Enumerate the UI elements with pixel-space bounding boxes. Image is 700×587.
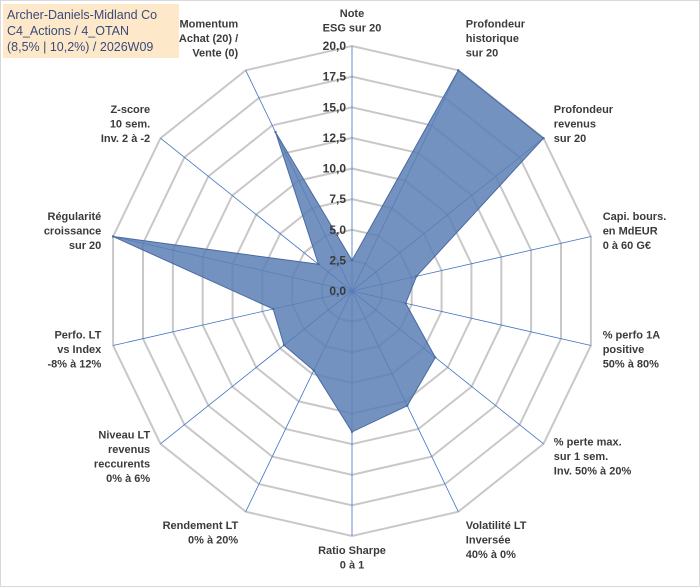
axis-label-line: Vente (0)	[192, 48, 238, 60]
tick-label: 17,5	[323, 70, 347, 84]
axis-label: Régularité croissance sur 20	[44, 211, 101, 252]
axis-label-line: croissance	[44, 225, 101, 237]
data-point	[457, 69, 460, 72]
axis-label: % perfo 1A positive 50% à 80%	[603, 330, 661, 371]
data-point	[272, 307, 275, 311]
axis-label-line: Profondeur	[554, 104, 614, 116]
axis-label: Z-score 10 sem. Inv. 2 à -2	[101, 104, 150, 145]
tick-label: 7,5	[329, 192, 346, 206]
axis-label: Niveau LT revenus reccurents 0% à 6%	[94, 430, 151, 486]
info-box: Archer-Daniels-Midland Co C4_Actions / 4…	[3, 4, 179, 58]
axis-label-line: 10 sem.	[110, 118, 150, 130]
axis-label: Profondeur historique sur 20	[466, 19, 526, 60]
tick-label: 0,0	[329, 284, 346, 298]
tick-label: 20,0	[323, 39, 347, 53]
company-name: Archer-Daniels-Midland Co	[7, 8, 158, 22]
tick-label: 10,0	[323, 162, 347, 176]
axis-label-line: revenus	[554, 118, 596, 130]
axis-label-line: Régularité	[48, 211, 102, 223]
axis-label-line: Profondeur	[466, 19, 526, 31]
axis-label-line: 50% à 80%	[603, 359, 659, 371]
axis-label: Rendement LT 0% à 20%	[163, 520, 239, 547]
axis-label: % perte max. sur 1 sem. Inv. 50% à 20%	[554, 437, 632, 478]
axis-label-line: Inv. 50% à 20%	[554, 466, 632, 478]
axis-label-line: sur 20	[466, 48, 498, 60]
axis-label-line: revenus	[108, 444, 150, 456]
axis-label-line: Capi. bours.	[603, 211, 667, 223]
axis-label-line: Perfo. LT	[54, 330, 101, 342]
data-point	[111, 235, 115, 238]
data-point	[404, 302, 407, 305]
data-point	[350, 259, 354, 262]
axis-label: Capi. bours. en MdEUR 0 à 60 G€	[603, 211, 667, 252]
tick-label: 15,0	[323, 100, 347, 114]
axis-label-line: historique	[466, 33, 519, 45]
data-point	[274, 130, 277, 134]
axis-label-line: sur 20	[69, 240, 101, 252]
axis-label: Perfo. LT vs Index -8% à 12%	[47, 330, 102, 371]
axis-label-line: ESG sur 20	[323, 23, 382, 35]
axis-label-line: positive	[603, 344, 645, 356]
data-point	[406, 404, 409, 407]
axis-label-line: Note	[340, 8, 364, 20]
axis-label-line: Achat (20) /	[179, 33, 238, 45]
data-point	[282, 344, 286, 347]
axis-label-line: % perte max.	[554, 437, 622, 449]
data-point	[542, 137, 545, 140]
axis-label-line: Volatilité LT	[466, 520, 527, 532]
axis-label-line: Inv. 2 à -2	[101, 133, 150, 145]
axis-label-line: sur 20	[554, 133, 586, 145]
tick-label: 12,5	[323, 131, 347, 145]
axis-label-line: -8% à 12%	[47, 359, 101, 371]
axis-label: Volatilité LT Inversée 40% à 0%	[466, 520, 527, 561]
axis-label-line: en MdEUR	[603, 225, 658, 237]
axis-label-line: Z-score	[110, 104, 150, 116]
axis-label-line: Ratio Sharpe	[318, 545, 386, 557]
axis-label-line: sur 1 sem.	[554, 451, 608, 463]
axis-label-line: 0 à 60 G€	[603, 240, 651, 252]
data-point	[350, 430, 354, 434]
axis-label-line: 0 à 1	[340, 560, 364, 572]
axis-label: Profondeur revenus sur 20	[554, 104, 614, 145]
axis-label-line: Niveau LT	[98, 430, 150, 442]
axis-label: Ratio Sharpe 0 à 1	[318, 545, 386, 572]
axis-label-line: Momentum	[180, 19, 239, 31]
axis-label-line: 0% à 20%	[188, 534, 238, 546]
axis-label-line: 40% à 0%	[466, 549, 516, 561]
performance-label: (8,5% | 10,2%) / 2026W09	[7, 40, 154, 54]
axis-label-line: Rendement LT	[163, 520, 239, 532]
axis-label: Momentum Achat (20) / Vente (0)	[179, 19, 239, 60]
axis-label-line: Inversée	[466, 534, 511, 546]
data-point	[317, 263, 320, 266]
axis-label-line: % perfo 1A	[603, 330, 661, 342]
axis-label-line: vs Index	[57, 344, 102, 356]
tick-label: 2,5	[329, 253, 346, 267]
axis-label: Note ESG sur 20	[323, 8, 382, 35]
axis-label-line: reccurents	[94, 459, 150, 471]
axis-label-line: 0% à 6%	[106, 473, 150, 485]
data-point	[415, 275, 418, 278]
tick-label: 5,0	[329, 223, 346, 237]
data-point	[312, 369, 315, 372]
data-point	[434, 356, 437, 359]
portfolio-label: C4_Actions / 4_OTAN	[7, 24, 130, 38]
